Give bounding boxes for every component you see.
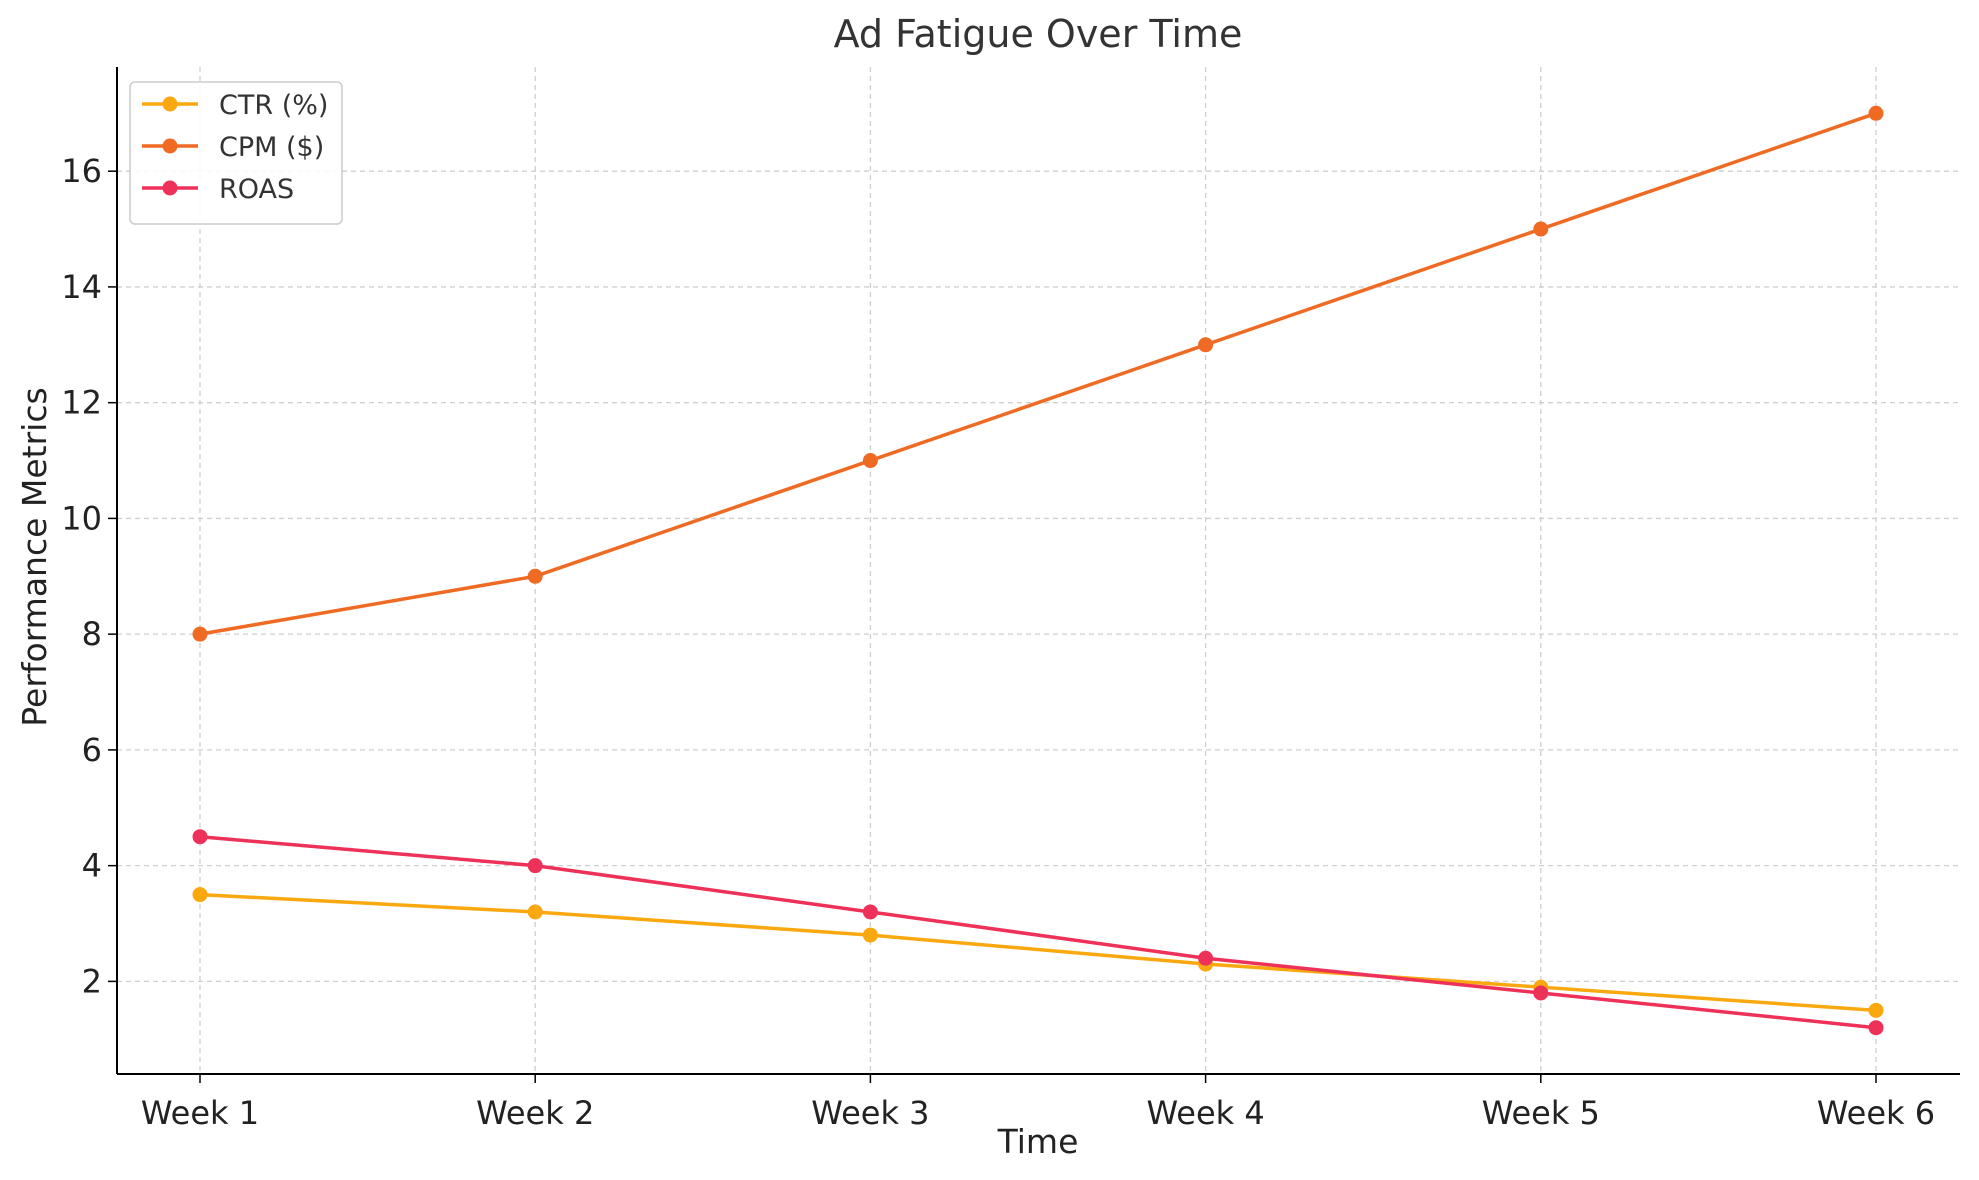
- legend-label: CTR (%): [219, 90, 328, 121]
- data-point-ctr: [527, 904, 543, 920]
- data-point-ctr: [1868, 1002, 1884, 1018]
- series-line-roas: [199, 834, 1877, 1030]
- legend: CTR (%) CPM ($) ROAS: [129, 81, 343, 225]
- data-point-roas: [862, 904, 878, 920]
- y-tick-label: 4: [82, 847, 102, 885]
- y-axis-label: Performance Metrics: [15, 387, 54, 726]
- series-line-cpm: [199, 111, 1877, 636]
- grid: [117, 67, 1960, 1074]
- y-tick-label: 14: [61, 268, 102, 306]
- legend-swatch-marker: [162, 180, 178, 196]
- legend-swatch-marker: [162, 96, 178, 112]
- y-tick-label: 2: [82, 962, 102, 1000]
- data-point-roas: [1198, 950, 1214, 966]
- data-point-ctr: [862, 927, 878, 943]
- x-tick-label: Week 5: [1482, 1094, 1600, 1132]
- data-point-roas: [192, 829, 208, 845]
- x-tick-label: Week 6: [1817, 1094, 1935, 1132]
- series-layer: [192, 105, 1884, 1036]
- legend-swatch-marker: [162, 138, 178, 154]
- data-point-cpm: [1868, 105, 1884, 121]
- y-tick-label: 6: [82, 731, 102, 769]
- data-point-cpm: [862, 453, 878, 469]
- x-tick-label: Week 3: [811, 1094, 929, 1132]
- axes: [116, 67, 1960, 1075]
- data-point-ctr: [192, 887, 208, 903]
- data-point-cpm: [1533, 221, 1549, 237]
- y-tick-label: 12: [61, 384, 102, 422]
- legend-label: ROAS: [219, 174, 294, 205]
- x-tick-label: Week 1: [141, 1094, 259, 1132]
- data-point-roas: [1533, 985, 1549, 1001]
- data-point-roas: [1868, 1020, 1884, 1036]
- ticks: Week 1 Week 2 Week 3 Week 4 Week 5 Week 6 2 4 6 8…: [61, 152, 1935, 1132]
- y-tick-label: 10: [61, 499, 102, 537]
- data-point-roas: [527, 858, 543, 874]
- y-tick-label: 16: [61, 152, 102, 190]
- x-tick-label: Week 2: [476, 1094, 594, 1132]
- x-tick-label: Week 4: [1146, 1094, 1264, 1132]
- chart-title: Ad Fatigue Over Time: [834, 12, 1243, 56]
- data-point-cpm: [192, 626, 208, 642]
- x-axis-label: Time: [997, 1122, 1079, 1161]
- legend-label: CPM ($): [219, 132, 324, 163]
- series-line-ctr: [199, 892, 1877, 1013]
- y-tick-label: 8: [82, 615, 102, 653]
- data-point-cpm: [527, 568, 543, 584]
- data-point-cpm: [1198, 337, 1214, 353]
